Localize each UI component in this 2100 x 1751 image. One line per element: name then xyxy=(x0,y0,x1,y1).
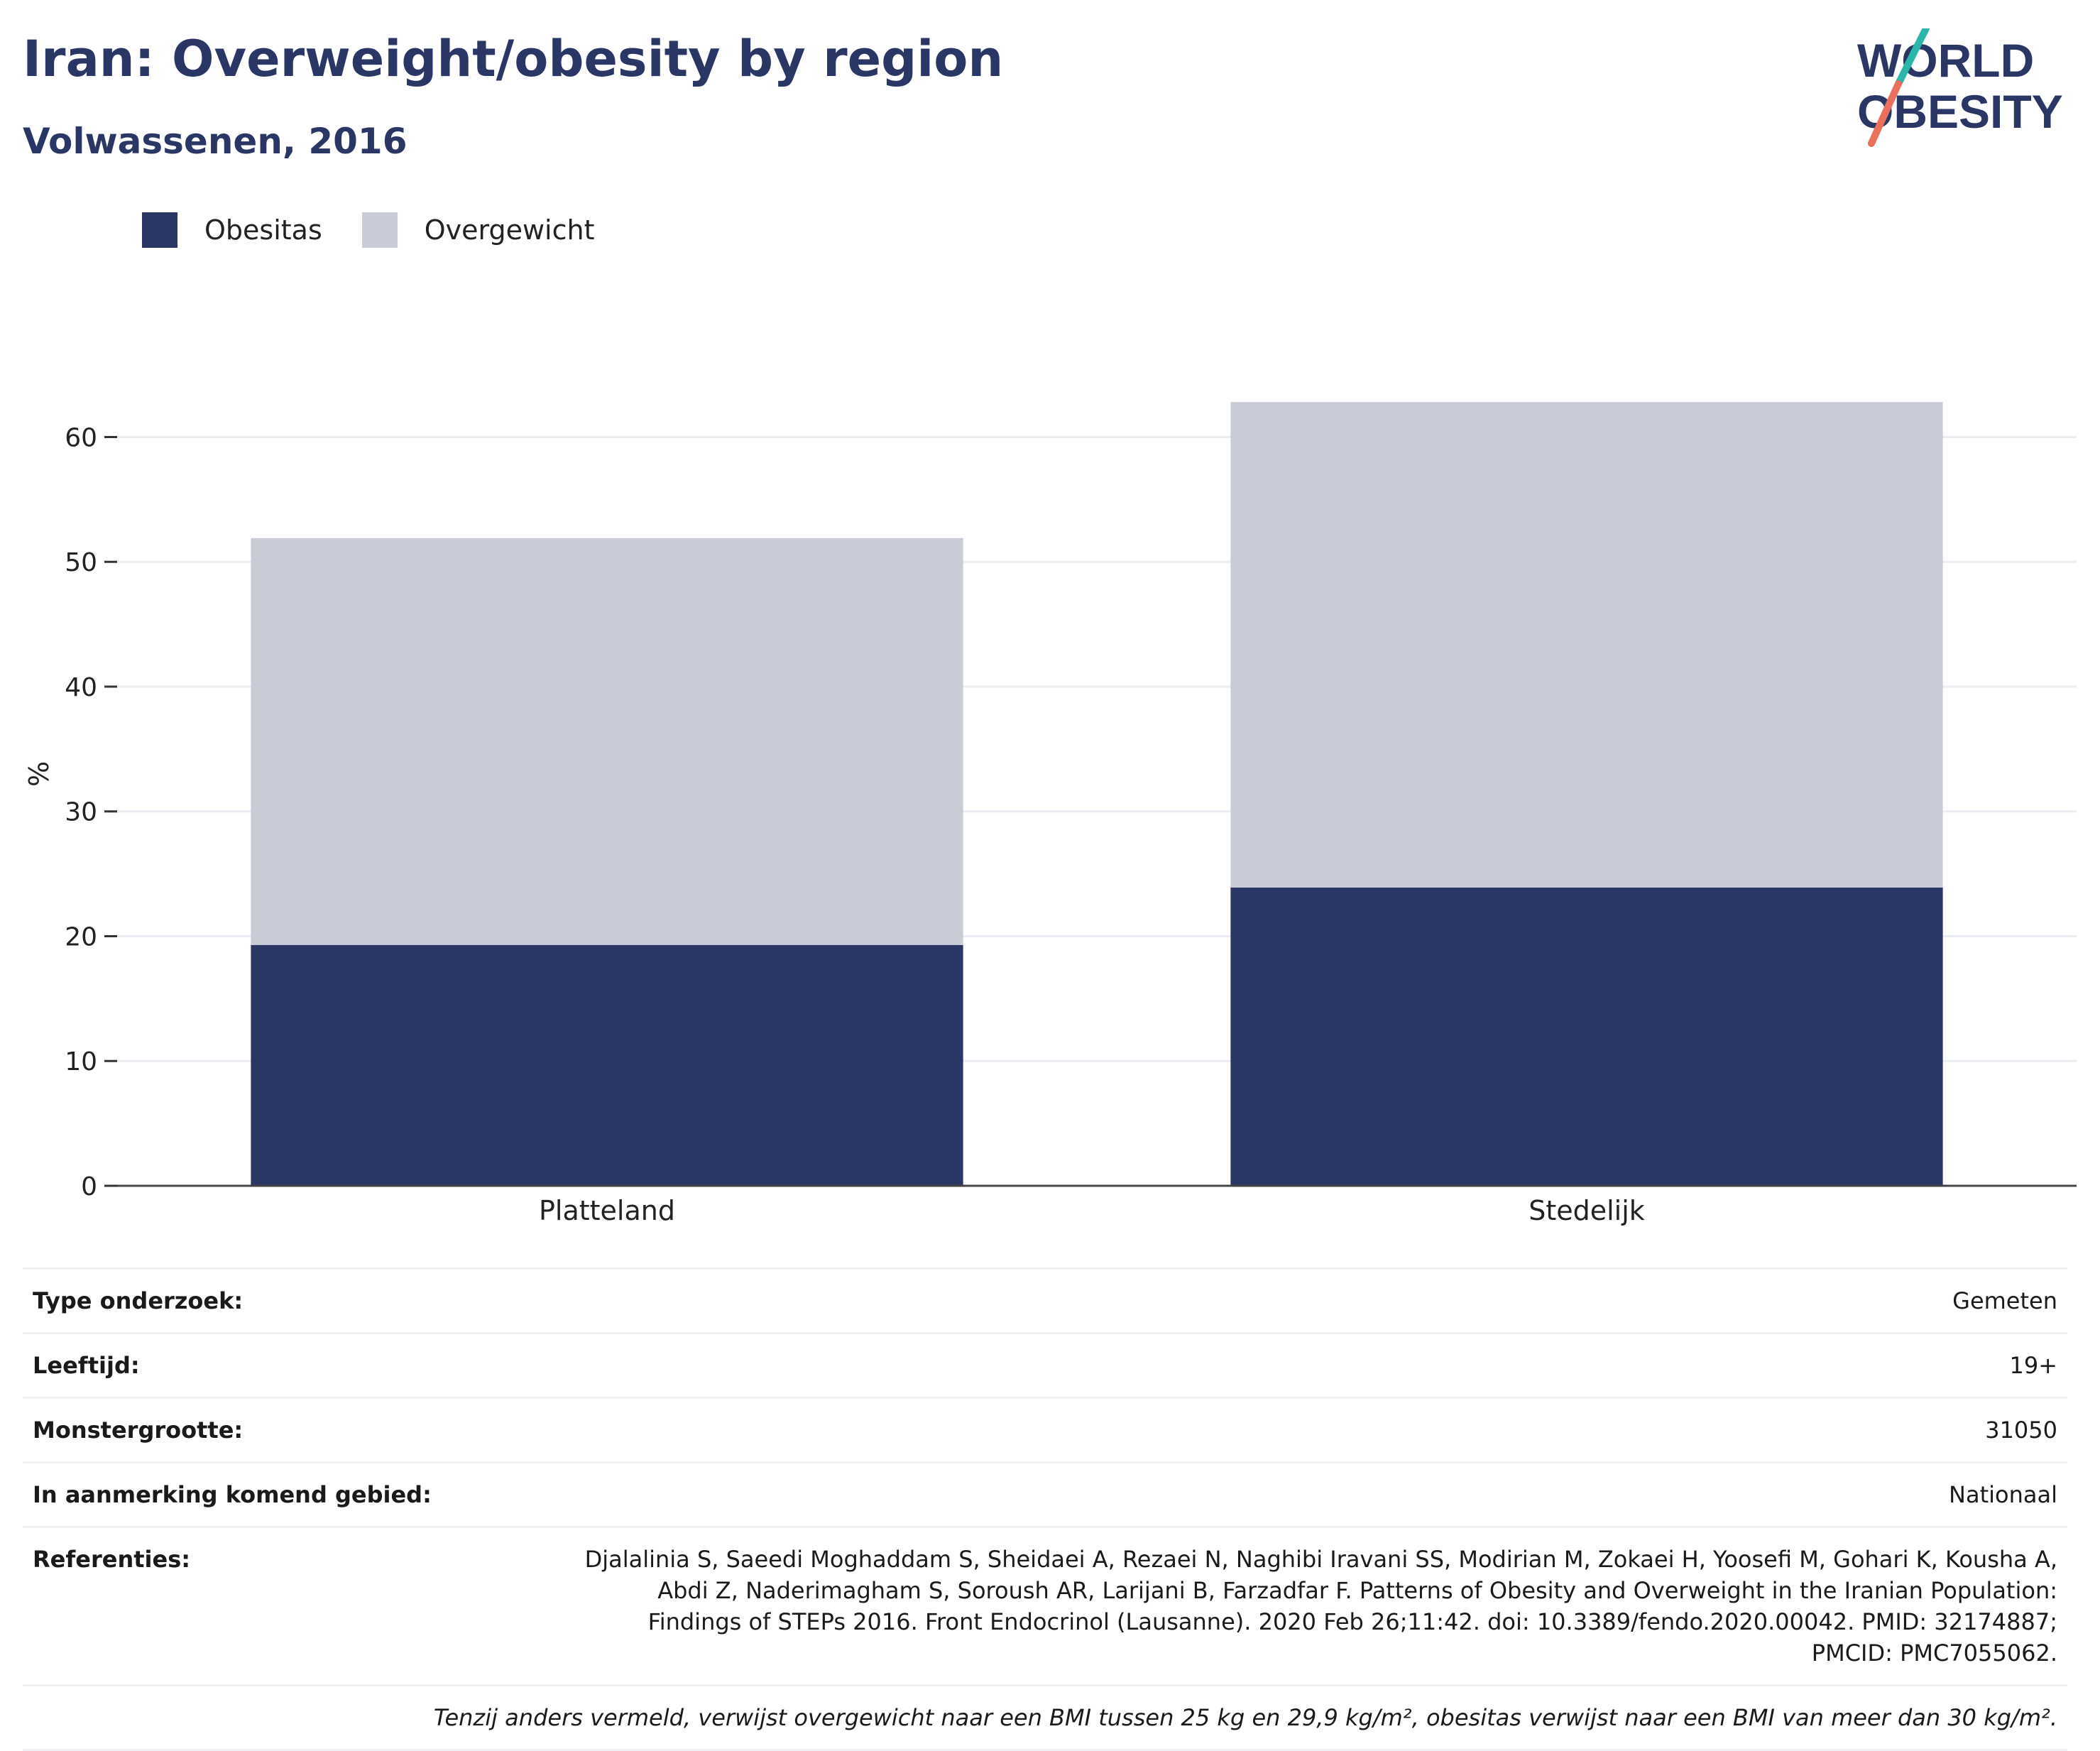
meta-label: In aanmerking komend gebied: xyxy=(33,1481,432,1508)
y-tick-label: 60 xyxy=(65,423,97,452)
meta-label: Referenties: xyxy=(33,1546,191,1573)
y-tick-label: 40 xyxy=(65,673,97,702)
meta-row-age: Leeftijd: 19+ xyxy=(23,1334,2067,1399)
logo-slash-coral xyxy=(1868,80,1902,147)
references-text: Djalalinia S, Saeedi Moghaddam S, Sheida… xyxy=(584,1546,2057,1667)
meta-row-survey-type: Type onderzoek: Gemeten xyxy=(23,1270,2067,1334)
bar-overgewicht-platteland xyxy=(251,538,963,945)
meta-label: Monstergrootte: xyxy=(33,1417,244,1444)
bar-obesitas-platteland xyxy=(251,944,963,1186)
metadata-table: Type onderzoek: Gemeten Leeftijd: 19+ Mo… xyxy=(23,1267,2067,1751)
meta-value: Nationaal xyxy=(1949,1481,2057,1508)
meta-row-references: Referenties: Djalalinia S, Saeedi Moghad… xyxy=(23,1528,2067,1686)
legend-item-overgewicht[interactable]: Overgewicht xyxy=(361,212,595,248)
meta-value: 19+ xyxy=(2009,1352,2057,1379)
legend-swatch-obesitas xyxy=(142,212,177,248)
legend-label-obesitas: Obesitas xyxy=(204,214,322,246)
legend-item-obesitas[interactable]: Obesitas xyxy=(142,212,322,248)
chart-title: Iran: Overweight/obesity by region xyxy=(23,30,1004,88)
world-obesity-logo: WORLD OBESITY xyxy=(1857,28,2063,147)
x-tick-label: Platteland xyxy=(539,1195,675,1226)
logo-text-world: WORLD xyxy=(1857,34,2034,87)
x-tick-label: Stedelijk xyxy=(1528,1195,1645,1226)
meta-value: Gemeten xyxy=(1952,1287,2057,1314)
y-tick-label: 50 xyxy=(65,548,97,577)
meta-row-sample-size: Monstergrootte: 31050 xyxy=(23,1399,2067,1463)
y-tick-label: 0 xyxy=(81,1172,97,1201)
meta-label: Leeftijd: xyxy=(33,1352,140,1379)
logo-slash-teal xyxy=(1895,28,1930,87)
y-tick-label: 20 xyxy=(65,922,97,951)
meta-label: Type onderzoek: xyxy=(33,1287,244,1314)
meta-row-area: In aanmerking komend gebied: Nationaal xyxy=(23,1463,2067,1528)
bar-overgewicht-stedelijk xyxy=(1230,402,1943,888)
bmi-definition-note: Tenzij anders vermeld, verwijst overgewi… xyxy=(433,1704,2057,1731)
meta-value: 31050 xyxy=(1985,1417,2057,1444)
stacked-bar-chart: 0 10 20 30 40 50 60% Platteland Stedelijk xyxy=(23,402,2077,1226)
chart-legend: Obesitas Overgewicht xyxy=(142,210,635,250)
legend-label-overgewicht: Overgewicht xyxy=(424,214,595,246)
legend-swatch-overgewicht xyxy=(361,212,398,248)
y-axis-label: % xyxy=(23,761,55,787)
meta-row-note: Tenzij anders vermeld, verwijst overgewi… xyxy=(23,1686,2067,1751)
bar-obesitas-stedelijk xyxy=(1230,887,1943,1186)
y-tick-label: 10 xyxy=(65,1047,97,1076)
y-tick-label: 30 xyxy=(65,798,97,827)
chart-subtitle: Volwassenen, 2016 xyxy=(23,121,408,162)
